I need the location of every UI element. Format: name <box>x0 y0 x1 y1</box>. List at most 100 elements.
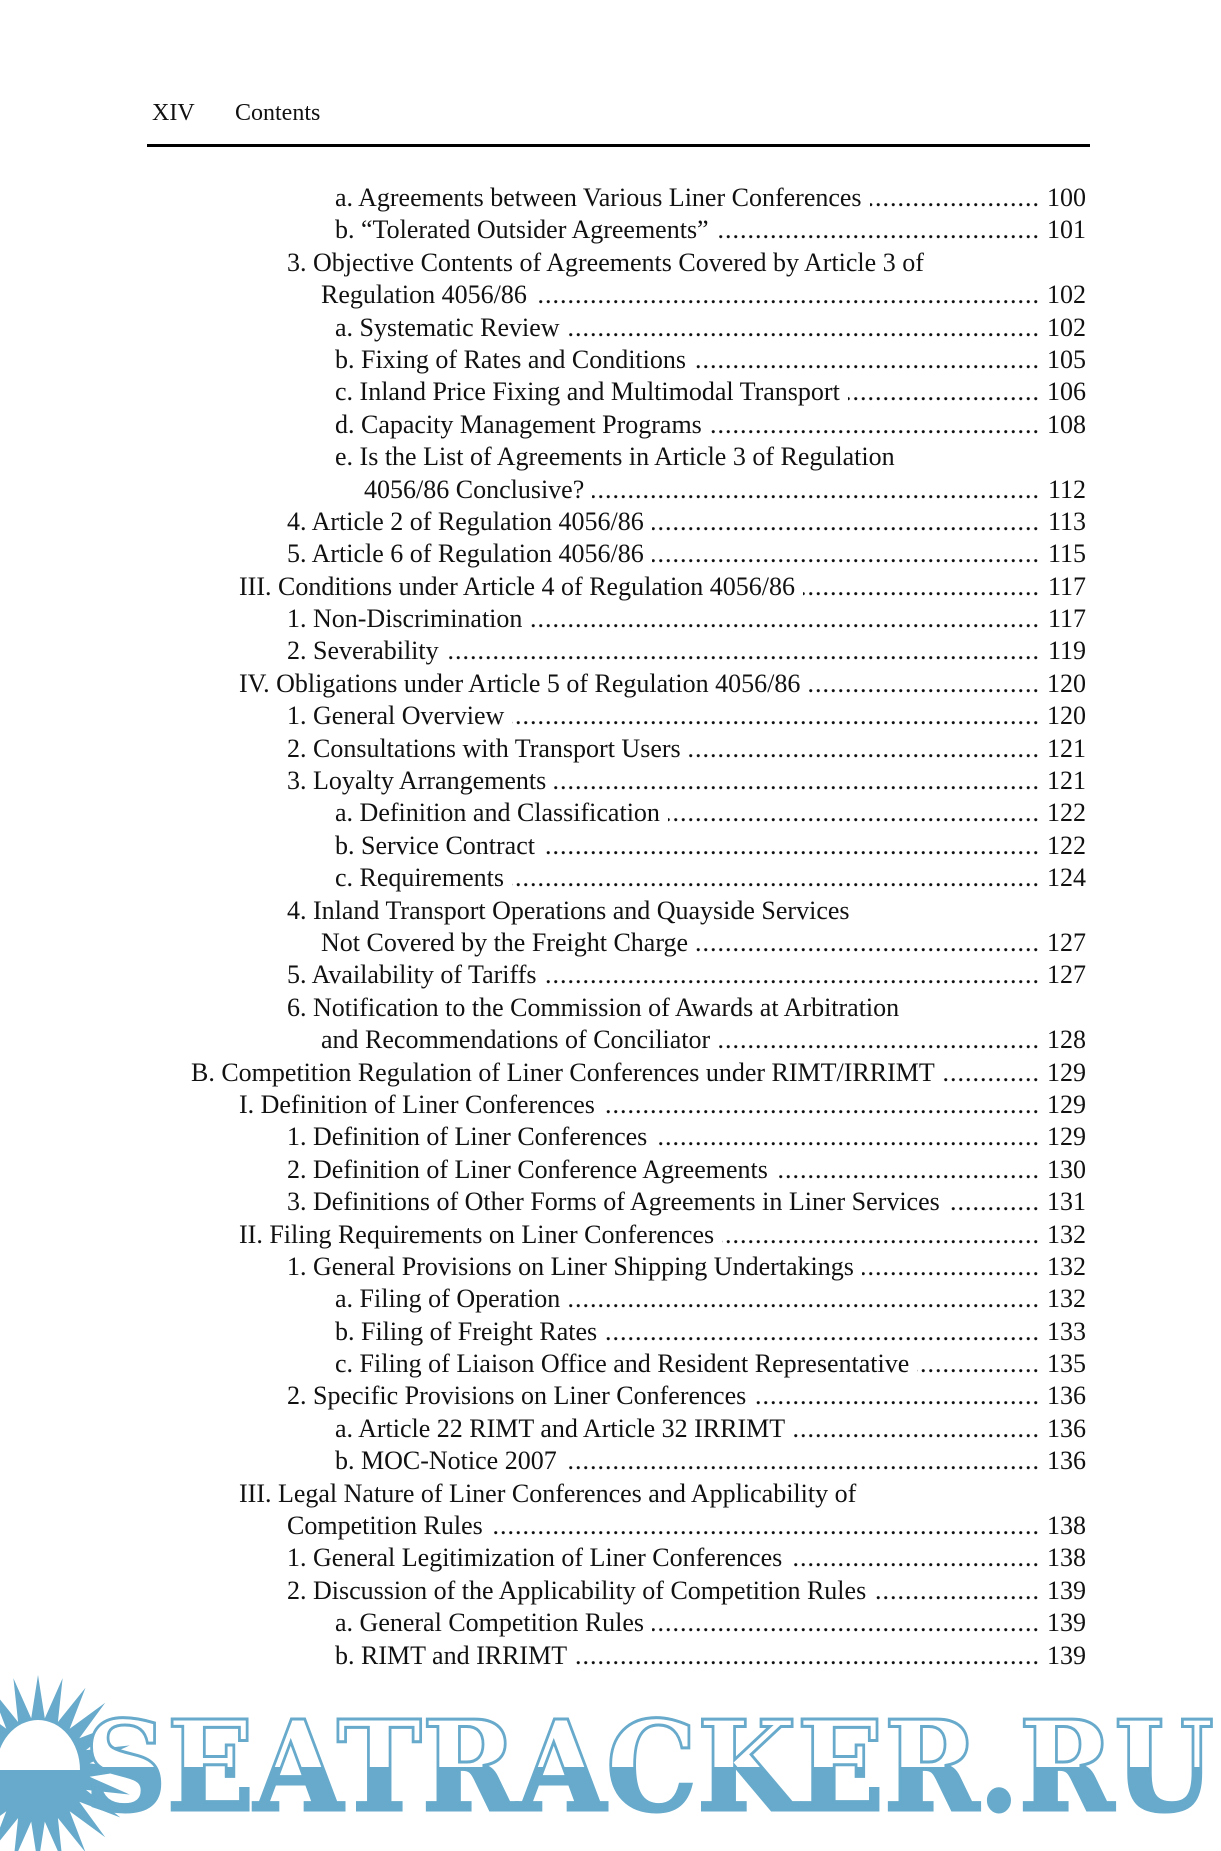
toc-entry-title: a. Agreements between Various Liner Conf… <box>335 183 862 212</box>
toc-page-number: 132 <box>1047 1251 1086 1281</box>
toc-entry-title: b. Service Contract <box>335 830 535 860</box>
dot-leader: ........................................… <box>668 798 1040 828</box>
toc-entry-title: c. Filing of Liaison Office and Resident… <box>335 1349 910 1379</box>
toc-entry: III. Legal Nature of Liner Conferences a… <box>0 1478 1221 1510</box>
toc-entry-title: Competition Rules <box>287 1511 483 1541</box>
dot-leader: ........................................… <box>447 636 1040 666</box>
toc-entry: c. Inland Price Fixing and Multimodal Tr… <box>0 376 1221 408</box>
dot-leader: ........................................… <box>722 1219 1040 1249</box>
toc-entry-title: a. Filing of Operation <box>335 1284 561 1314</box>
toc-entry: 3. Objective Contents of Agreements Cove… <box>0 247 1221 279</box>
toc-entry: 1. Definition of Liner Conferences......… <box>0 1121 1221 1153</box>
page-number: XIV <box>152 100 195 126</box>
toc-entry-title: 1. General Legitimization of Liner Confe… <box>287 1543 783 1573</box>
toc-entry-title: Not Covered by the Freight Charge <box>321 927 689 957</box>
toc-entry: 4056/86 Conclusive?.....................… <box>0 474 1221 506</box>
toc-entry-title: 2. Severability <box>287 636 439 666</box>
toc-entry-title: b. Filing of Freight Rates <box>335 1316 598 1346</box>
toc-entry-title: a. General Competition Rules <box>335 1608 645 1638</box>
toc-entry: 2. Discussion of the Applicability of Co… <box>0 1575 1221 1607</box>
dot-leader: ........................................… <box>803 571 1040 601</box>
dot-leader: ........................................… <box>568 312 1040 342</box>
toc-page-number: 132 <box>1047 1219 1086 1249</box>
toc-entry: Not Covered by the Freight Charge.......… <box>0 927 1221 959</box>
toc-page-number: 105 <box>1047 344 1086 374</box>
dot-leader: ........................................… <box>652 539 1040 569</box>
toc-entry: 2. Severability.........................… <box>0 635 1221 667</box>
watermark: SEATRACKER.RU <box>0 1675 1216 1851</box>
sun-icon <box>0 1675 133 1851</box>
toc-entry-title: c. Requirements <box>335 863 504 893</box>
dot-leader: ........................................… <box>710 409 1040 439</box>
toc-page-number: 135 <box>1047 1349 1086 1379</box>
toc-entry-title: 5. Article 6 of Regulation 4056/86 <box>287 539 644 569</box>
toc-entry-title: 4. Inland Transport Operations and Quays… <box>287 895 850 925</box>
toc-entry-title: 1. Non-Discrimination <box>287 604 523 634</box>
toc-entry-title: II. Filing Requirements on Liner Confere… <box>239 1219 715 1249</box>
dot-leader: ........................................… <box>793 1413 1040 1443</box>
toc-page-number: 101 <box>1047 215 1086 245</box>
toc-entry-title: a. Definition and Classification <box>335 798 660 828</box>
toc-entry: III. Conditions under Article 4 of Regul… <box>0 571 1221 603</box>
toc-entry-title: a. Article 22 RIMT and Article 32 IRRIMT <box>335 1413 786 1443</box>
toc-entry-title: 2. Consultations with Transport Users <box>287 733 681 763</box>
toc-page-number: 113 <box>1047 506 1086 536</box>
toc-page-number: 136 <box>1047 1381 1086 1411</box>
toc-entry: c. Requirements.........................… <box>0 862 1221 894</box>
toc-page-number: 100 <box>1047 183 1086 212</box>
toc-entry: and Recommendations of Conciliator......… <box>0 1024 1221 1056</box>
toc-entry-title: III. Legal Nature of Liner Conferences a… <box>239 1478 857 1508</box>
toc-entry: Competition Rules.......................… <box>0 1510 1221 1542</box>
dot-leader: ........................................… <box>848 377 1040 407</box>
toc-entry: b. Fixing of Rates and Conditions.......… <box>0 344 1221 376</box>
table-of-contents: a. Agreements between Various Liner Conf… <box>0 182 1221 1672</box>
toc-page-number: 127 <box>1047 960 1086 990</box>
toc-entry: a. Article 22 RIMT and Article 32 IRRIMT… <box>0 1413 1221 1445</box>
dot-leader: ........................................… <box>652 1608 1040 1638</box>
toc-entry: a. Agreements between Various Liner Conf… <box>0 182 1221 214</box>
toc-page-number: 132 <box>1047 1284 1086 1314</box>
toc-entry-title: IV. Obligations under Article 5 of Regul… <box>239 668 801 698</box>
dot-leader: ........................................… <box>689 733 1040 763</box>
running-title: Contents <box>235 100 321 126</box>
dot-leader: ........................................… <box>512 701 1040 731</box>
toc-page-number: 115 <box>1047 539 1086 569</box>
dot-leader: ........................................… <box>717 215 1040 245</box>
toc-entry: e. Is the List of Agreements in Article … <box>0 441 1221 473</box>
toc-entry-title: 2. Specific Provisions on Liner Conferen… <box>287 1381 747 1411</box>
toc-entry: 4. Inland Transport Operations and Quays… <box>0 895 1221 927</box>
toc-page-number: 121 <box>1047 733 1086 763</box>
toc-entry: 6. Notification to the Commission of Awa… <box>0 992 1221 1024</box>
toc-entry-title: b. RIMT and IRRIMT <box>335 1640 568 1670</box>
toc-entry-title: 5. Availability of Tariffs <box>287 960 537 990</box>
toc-page-number: 124 <box>1047 863 1086 893</box>
toc-page-number: 128 <box>1047 1025 1086 1055</box>
dot-leader: ........................................… <box>655 1122 1040 1152</box>
dot-leader: ........................................… <box>943 1057 1040 1087</box>
toc-page-number: 136 <box>1047 1446 1086 1476</box>
toc-entry: a. Filing of Operation..................… <box>0 1283 1221 1315</box>
toc-entry: 2. Definition of Liner Conference Agreem… <box>0 1154 1221 1186</box>
dot-leader: ........................................… <box>554 766 1040 796</box>
toc-page-number: 136 <box>1047 1413 1086 1443</box>
toc-page-number: 112 <box>1047 474 1086 504</box>
toc-page-number: 108 <box>1047 409 1086 439</box>
toc-page-number: 122 <box>1047 830 1086 860</box>
toc-entry: b. RIMT and IRRIMT......................… <box>0 1640 1221 1672</box>
toc-page-number: 138 <box>1047 1543 1086 1573</box>
toc-page-number: 119 <box>1047 636 1086 666</box>
toc-entry-title: 3. Objective Contents of Agreements Cove… <box>287 247 924 277</box>
toc-entry: a. General Competition Rules............… <box>0 1607 1221 1639</box>
toc-page-number: 117 <box>1047 604 1086 634</box>
dot-leader: ........................................… <box>754 1381 1040 1411</box>
toc-page-number: 117 <box>1047 571 1086 601</box>
toc-page-number: 102 <box>1047 280 1086 310</box>
toc-entry: 3. Definitions of Other Forms of Agreeme… <box>0 1186 1221 1218</box>
toc-entry: 1. General Provisions on Liner Shipping … <box>0 1251 1221 1283</box>
toc-entry: 4. Article 2 of Regulation 4056/86......… <box>0 506 1221 538</box>
toc-entry-title: b. Fixing of Rates and Conditions <box>335 344 686 374</box>
dot-leader: ........................................… <box>696 927 1040 957</box>
toc-entry-title: e. Is the List of Agreements in Article … <box>335 442 895 472</box>
toc-entry: a. Systematic Review....................… <box>0 312 1221 344</box>
toc-entry: b. “Tolerated Outsider Agreements”......… <box>0 214 1221 246</box>
